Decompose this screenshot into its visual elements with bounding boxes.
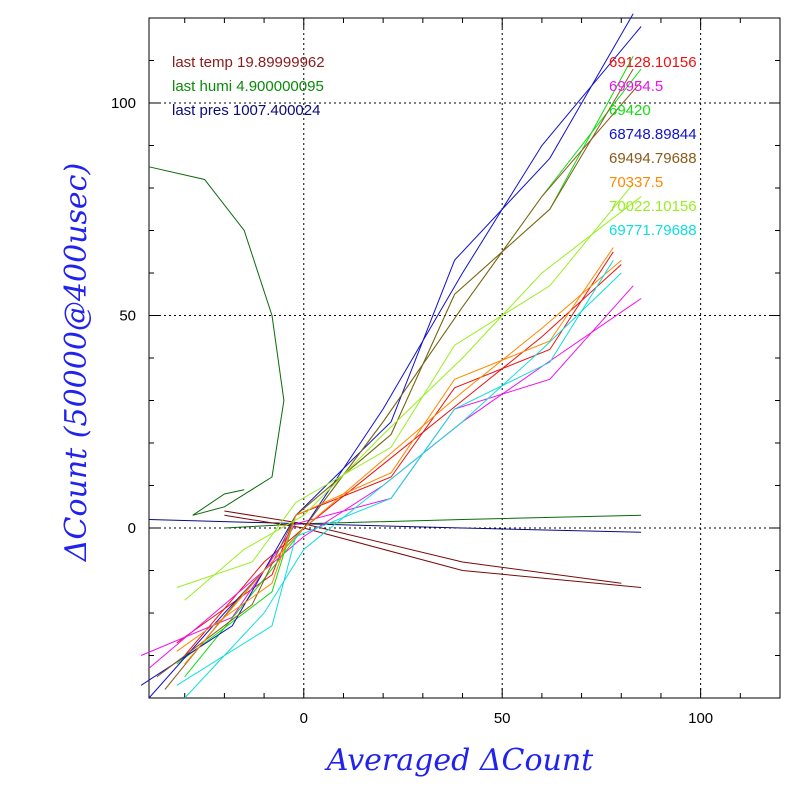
series-line-return [176,183,634,588]
info-line: last temp 19.89999962 [172,54,325,71]
legend-entry: 69128.10156 [609,54,697,71]
hysteresis-trace [148,519,642,533]
series-line-return [140,13,634,686]
series-layer [140,13,642,699]
series-line [148,26,642,699]
series-line-return [176,247,614,652]
x-tick-label: 0 [300,710,308,727]
x-tick-label: 50 [494,710,511,727]
legend-entry: 69771.79688 [609,222,697,239]
series-line [164,81,642,690]
info-layer: last temp 19.89999962 last humi 4.9000000… [172,54,325,119]
series-line-return [176,251,614,644]
tick-label-layer: 0 50 100 0 50 100 [111,95,713,727]
hysteresis-trace [224,514,642,529]
legend-entry: 69494.79688 [609,150,697,167]
series-line-return [140,285,634,656]
series-line [184,264,622,656]
series-line [184,196,642,601]
legend-layer: 69128.10156 69954.5 69420 68748.89844 69494.… [609,54,697,239]
series-line-return [156,68,634,678]
legend-entry: 70337.5 [609,174,663,191]
legend-entry: 69420 [609,102,651,119]
y-tick-label: 0 [128,520,136,537]
y-tick-label: 100 [111,95,136,112]
series-line [184,259,622,665]
hysteresis-trace [224,514,642,588]
legend-entry: 70022.10156 [609,198,697,215]
series-line-return [176,259,614,686]
x-tick-label: 100 [688,710,713,727]
major-tick-layer [149,18,780,698]
series-line [184,68,642,678]
plot-frame [148,17,781,699]
x-axis-title: Averaged ΔCount [324,743,594,778]
y-axis-title: ΔCount (50000@400usec) [59,163,94,562]
legend-entry: 69954.5 [609,78,663,95]
series-line [148,298,642,669]
y-tick-label: 50 [119,308,136,325]
hysteresis-trace [224,510,622,584]
series-line-return [176,56,634,665]
info-line: last humi 4.900000095 [172,78,324,95]
info-line: last pres 1007.400024 [172,102,320,119]
grid-layer [149,18,780,698]
legend-entry: 68748.89844 [609,126,697,143]
hysteresis-trace [148,166,285,516]
minor-tick-layer [149,17,781,699]
series-line [184,272,622,699]
